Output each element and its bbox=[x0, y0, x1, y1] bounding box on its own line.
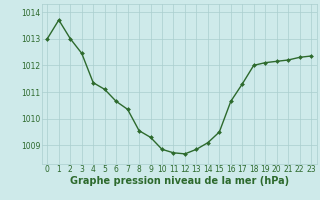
X-axis label: Graphe pression niveau de la mer (hPa): Graphe pression niveau de la mer (hPa) bbox=[70, 176, 289, 186]
